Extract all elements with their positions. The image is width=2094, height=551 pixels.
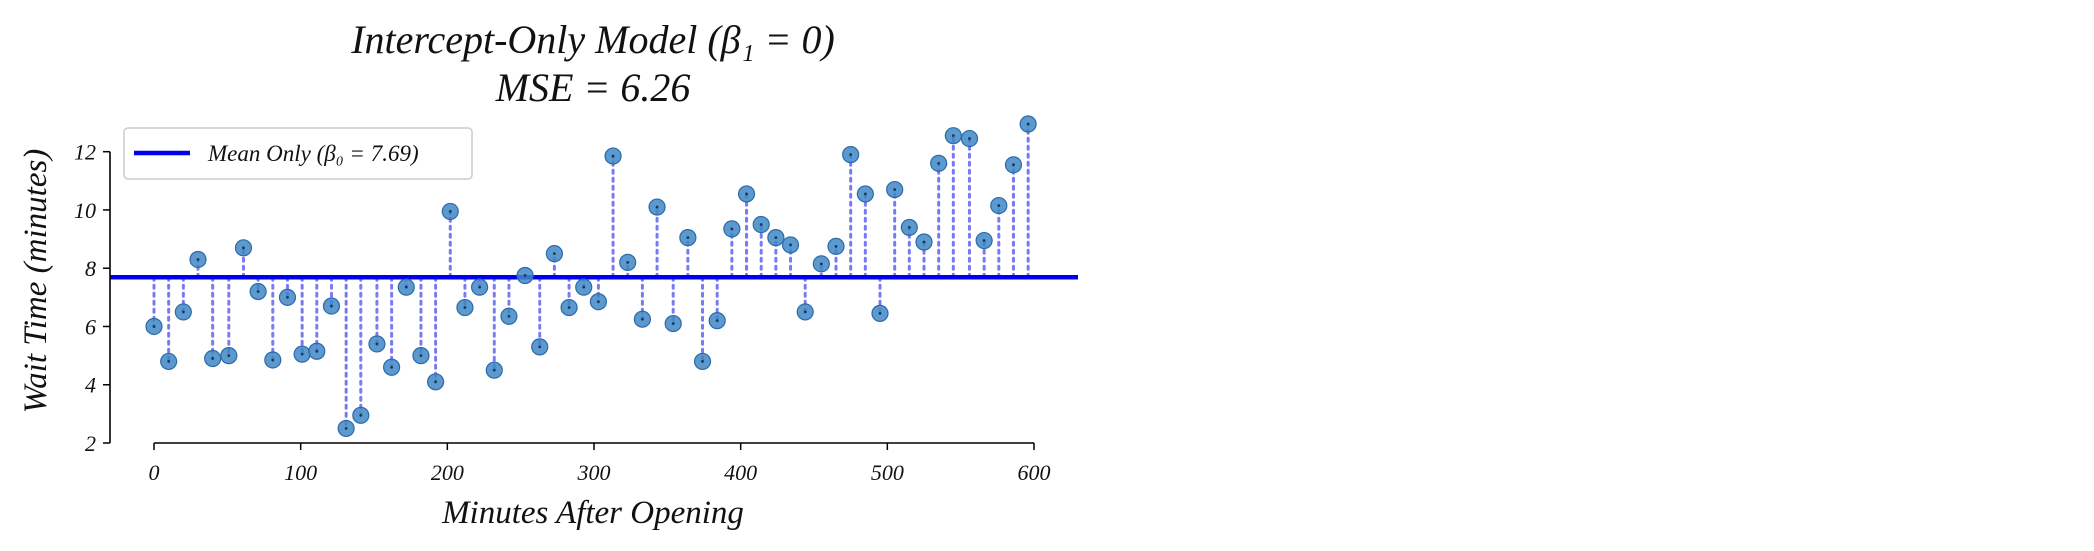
y-tick-label: 8 bbox=[85, 256, 96, 281]
data-point-center bbox=[286, 295, 289, 299]
x-tick-label: 100 bbox=[284, 460, 317, 485]
data-point-center bbox=[997, 204, 1001, 207]
y-tick-label: 4 bbox=[85, 373, 96, 398]
y-tick-label: 6 bbox=[85, 314, 96, 339]
x-tick-label: 200 bbox=[431, 460, 464, 485]
data-point-center bbox=[344, 427, 348, 430]
data-point-center bbox=[701, 360, 704, 363]
x-tick-label: 300 bbox=[577, 460, 611, 485]
data-point-center bbox=[404, 285, 408, 289]
y-axis-label: Wait Time (minutes) bbox=[18, 149, 54, 414]
data-point-center bbox=[463, 306, 467, 309]
chart-subtitle: MSE = 6.26 bbox=[495, 65, 691, 110]
legend-label: Mean Only (β₀ = 7.69) bbox=[207, 141, 419, 166]
data-point-center bbox=[626, 260, 630, 264]
data-point-center bbox=[686, 236, 690, 240]
data-point-center bbox=[242, 246, 245, 250]
data-point-center bbox=[803, 310, 807, 314]
data-point-center bbox=[730, 227, 734, 231]
y-ticks: 2 4 6 8 10 12 bbox=[74, 140, 110, 456]
data-point-center bbox=[968, 137, 971, 140]
data-point-center bbox=[211, 357, 215, 360]
data-point-center bbox=[434, 380, 437, 384]
y-tick-label: 10 bbox=[74, 198, 96, 223]
x-tick-label: 400 bbox=[724, 460, 757, 485]
data-point-center bbox=[834, 244, 838, 248]
plot-area bbox=[110, 115, 1078, 438]
legend[interactable]: Mean Only (β₀ = 7.69) bbox=[123, 127, 473, 180]
data-point-center bbox=[582, 285, 586, 289]
chart-title: Intercept-Only Model (β₁ = 0) bbox=[350, 17, 835, 62]
data-point-center bbox=[907, 226, 911, 229]
data-point-center bbox=[523, 274, 527, 277]
data-point-center bbox=[152, 325, 156, 328]
data-point-center bbox=[937, 161, 941, 165]
y-tick-label: 12 bbox=[74, 140, 96, 165]
data-point-center bbox=[611, 154, 615, 158]
data-point-center bbox=[359, 413, 363, 417]
data-point-center bbox=[181, 310, 185, 314]
data-point-center bbox=[538, 345, 542, 349]
data-point-center bbox=[196, 258, 200, 261]
data-point-center bbox=[774, 236, 778, 240]
data-point-center bbox=[655, 205, 659, 209]
data-point-center bbox=[951, 134, 955, 138]
data-point-center bbox=[507, 314, 511, 318]
data-point-center bbox=[375, 342, 379, 346]
data-point-center bbox=[567, 306, 571, 309]
data-point-center bbox=[893, 188, 897, 191]
data-point-center bbox=[671, 322, 675, 325]
data-point-center bbox=[819, 262, 823, 266]
x-tick-label: 0 bbox=[149, 460, 160, 485]
data-point-center bbox=[419, 354, 423, 358]
data-point-center bbox=[982, 239, 986, 242]
data-point-center bbox=[759, 223, 763, 226]
data-point-center bbox=[300, 352, 304, 356]
data-point-center bbox=[715, 319, 719, 323]
data-point-center bbox=[849, 153, 853, 157]
x-tick-label: 600 bbox=[1018, 460, 1051, 485]
data-point-center bbox=[492, 368, 496, 372]
legend-box bbox=[123, 127, 473, 180]
y-tick-label: 2 bbox=[85, 431, 96, 456]
data-point-center bbox=[256, 290, 260, 293]
x-ticks: 0 100 200 300 400 500 600 bbox=[149, 443, 1051, 485]
x-axis-label: Minutes After Opening bbox=[441, 495, 744, 531]
data-point-center bbox=[271, 358, 275, 362]
data-point-center bbox=[863, 192, 867, 196]
data-point-center bbox=[167, 360, 171, 363]
data-point-center bbox=[553, 252, 556, 256]
axes: 2 4 6 8 10 12 0 100 200 300 400 500 600 bbox=[74, 140, 1051, 485]
data-point-center bbox=[315, 349, 319, 353]
data-point-center bbox=[330, 304, 333, 308]
data-point-center bbox=[227, 354, 231, 358]
data-point-center bbox=[878, 311, 882, 315]
data-point-center bbox=[597, 300, 600, 304]
data-point-center bbox=[1026, 122, 1030, 126]
data-point-center bbox=[641, 317, 644, 321]
data-point-center bbox=[789, 243, 792, 247]
data-point-center bbox=[1012, 163, 1015, 167]
data-point-center bbox=[448, 210, 452, 213]
data-point-center bbox=[390, 365, 393, 369]
data-points bbox=[145, 115, 1037, 438]
data-point-center bbox=[922, 240, 926, 244]
x-tick-label: 500 bbox=[871, 460, 904, 485]
data-point-center bbox=[745, 192, 748, 196]
data-point-center bbox=[478, 285, 481, 289]
